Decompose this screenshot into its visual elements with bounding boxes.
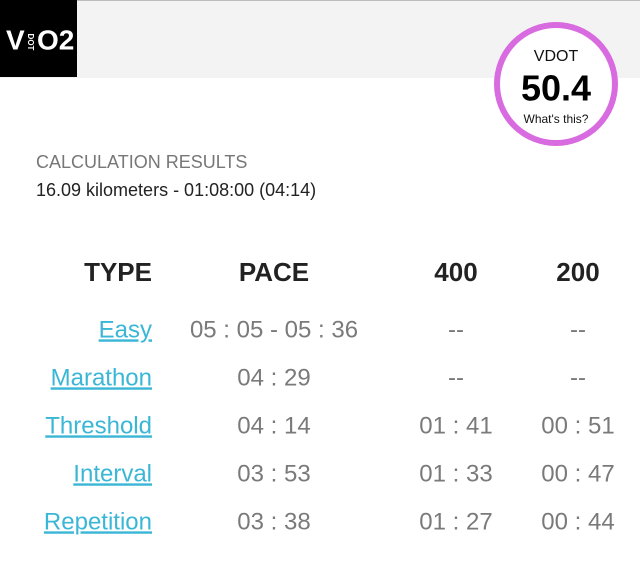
pace-cell: 00 : 51: [541, 412, 614, 439]
column-header: TYPE: [84, 257, 152, 287]
logo-dot: DOT: [26, 34, 35, 51]
pace-cell: 01 : 27: [419, 508, 492, 535]
vdot-help-link[interactable]: What's this?: [524, 112, 589, 126]
column-header: 400: [434, 257, 477, 287]
type-link[interactable]: Repetition: [44, 508, 152, 535]
type-link[interactable]: Threshold: [45, 412, 152, 439]
pace-cell: --: [570, 364, 586, 391]
pace-cell: 00 : 44: [541, 508, 614, 535]
pace-cell: --: [448, 364, 464, 391]
pace-cell: 00 : 47: [541, 460, 614, 487]
logo-o2: O2: [37, 24, 74, 55]
pace-cell: 03 : 38: [237, 508, 310, 535]
type-link[interactable]: Marathon: [51, 364, 152, 391]
logo-v: V: [6, 24, 25, 55]
logo[interactable]: [0, 0, 77, 77]
pace-cell: 04 : 29: [237, 364, 310, 391]
vdot-label: VDOT: [534, 48, 579, 65]
pace-cell: 01 : 41: [419, 412, 492, 439]
pace-cell: 01 : 33: [419, 460, 492, 487]
pace-cell: --: [570, 316, 586, 343]
pace-cell: 05 : 05 - 05 : 36: [190, 316, 358, 343]
column-header: 200: [556, 257, 599, 287]
pace-cell: 03 : 53: [237, 460, 310, 487]
type-link[interactable]: Easy: [99, 316, 152, 343]
results-title: CALCULATION RESULTS: [36, 152, 247, 172]
pace-cell: --: [448, 316, 464, 343]
vdot-value: 50.4: [521, 68, 591, 109]
pace-cell: 04 : 14: [237, 412, 310, 439]
vdot-badge[interactable]: [494, 22, 618, 146]
results-summary: 16.09 kilometers - 01:08:00 (04:14): [36, 180, 316, 200]
type-link[interactable]: Interval: [73, 460, 152, 487]
column-header: PACE: [239, 257, 309, 287]
